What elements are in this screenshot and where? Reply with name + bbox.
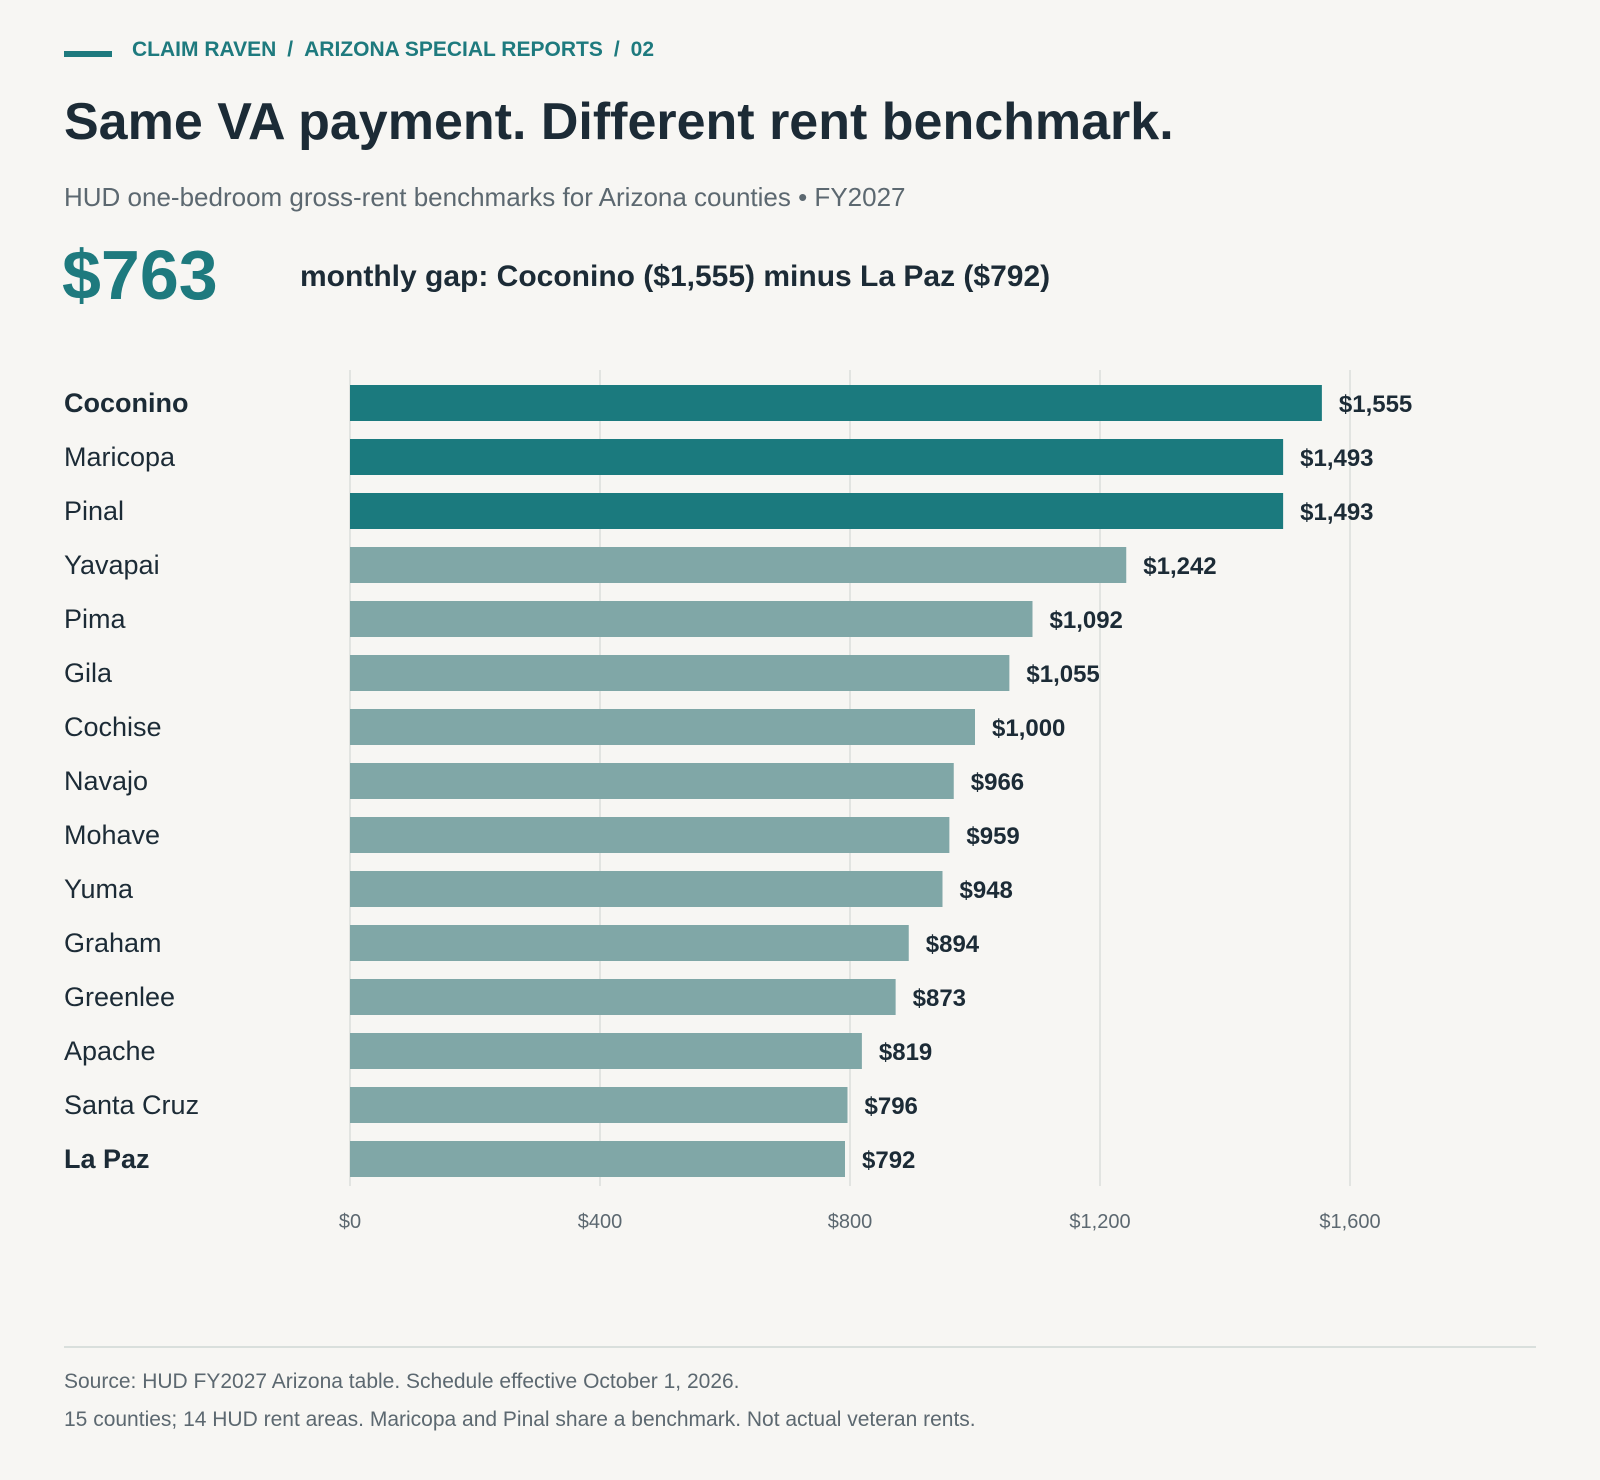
x-tick-label: $1,600 bbox=[1319, 1211, 1380, 1233]
category-label: Maricopa bbox=[64, 442, 176, 472]
category-label: Yuma bbox=[64, 874, 134, 904]
value-label: $959 bbox=[966, 823, 1019, 850]
category-label: Gila bbox=[64, 658, 113, 688]
category-label: Navajo bbox=[64, 766, 148, 796]
bar-mohave bbox=[350, 817, 950, 853]
bar-graham bbox=[350, 925, 909, 961]
bar-gila bbox=[350, 655, 1010, 691]
x-tick-label: $400 bbox=[578, 1211, 623, 1233]
category-label: Coconino bbox=[64, 388, 188, 418]
category-label: Graham bbox=[64, 928, 162, 958]
value-label: $948 bbox=[960, 877, 1013, 904]
kicker-separator: / bbox=[287, 38, 294, 61]
kicker-series: ARIZONA SPECIAL REPORTS bbox=[304, 38, 603, 61]
value-label: $1,092 bbox=[1050, 607, 1123, 634]
page-title: Same VA payment. Different rent benchmar… bbox=[64, 93, 1174, 151]
category-label: Cochise bbox=[64, 712, 162, 742]
value-label: $1,055 bbox=[1026, 661, 1099, 688]
page-subtitle: HUD one-bedroom gross-rent benchmarks fo… bbox=[64, 182, 906, 212]
value-label: $873 bbox=[913, 985, 966, 1012]
value-label: $819 bbox=[879, 1039, 932, 1066]
gap-stat-value: $763 bbox=[62, 236, 218, 314]
value-label: $1,242 bbox=[1143, 553, 1216, 580]
gap-stat-label: monthly gap: Coconino ($1,555) minus La … bbox=[300, 260, 1051, 293]
bar-la-paz bbox=[350, 1141, 845, 1177]
value-label: $1,555 bbox=[1339, 391, 1412, 418]
category-label: La Paz bbox=[64, 1144, 150, 1174]
category-label: Santa Cruz bbox=[64, 1090, 199, 1120]
category-label: Pima bbox=[64, 604, 126, 634]
kicker-separator: / bbox=[613, 38, 620, 61]
bar-santa-cruz bbox=[350, 1087, 848, 1123]
value-label: $966 bbox=[971, 769, 1024, 796]
kicker-brand: CLAIM RAVEN bbox=[132, 38, 277, 61]
category-label: Mohave bbox=[64, 820, 160, 850]
bar-pinal bbox=[350, 493, 1284, 529]
bar-coconino bbox=[350, 385, 1322, 421]
bar-yavapai bbox=[350, 547, 1127, 583]
x-tick-label: $0 bbox=[339, 1211, 361, 1233]
source-note: Source: HUD FY2027 Arizona table. Schedu… bbox=[64, 1370, 740, 1393]
value-label: $792 bbox=[862, 1147, 915, 1174]
bar-apache bbox=[350, 1033, 862, 1069]
bar-navajo bbox=[350, 763, 954, 799]
bar-maricopa bbox=[350, 439, 1284, 475]
value-label: $894 bbox=[926, 931, 980, 958]
bar-pima bbox=[350, 601, 1033, 637]
bar-yuma bbox=[350, 871, 943, 907]
bar-greenlee bbox=[350, 979, 896, 1015]
value-label: $1,000 bbox=[992, 715, 1065, 742]
kicker-rule bbox=[64, 51, 112, 57]
footer-divider bbox=[64, 1346, 1536, 1348]
value-label: $1,493 bbox=[1300, 499, 1373, 526]
x-tick-label: $1,200 bbox=[1069, 1211, 1130, 1233]
value-label: $1,493 bbox=[1300, 445, 1373, 472]
category-label: Greenlee bbox=[64, 982, 175, 1012]
kicker-number: 02 bbox=[630, 38, 655, 61]
x-tick-label: $800 bbox=[828, 1211, 873, 1233]
bar-cochise bbox=[350, 709, 975, 745]
kicker: CLAIM RAVEN / ARIZONA SPECIAL REPORTS / … bbox=[64, 38, 654, 62]
category-label: Yavapai bbox=[64, 550, 160, 580]
category-label: Pinal bbox=[64, 496, 124, 526]
footnote: 15 counties; 14 HUD rent areas. Maricopa… bbox=[64, 1408, 976, 1431]
category-label: Apache bbox=[64, 1036, 156, 1066]
rent-bar-chart: $0 $400 $800 $1,200 $1,600 Coconino $1,555 Mari… bbox=[64, 370, 1412, 1233]
value-label: $796 bbox=[865, 1093, 918, 1120]
